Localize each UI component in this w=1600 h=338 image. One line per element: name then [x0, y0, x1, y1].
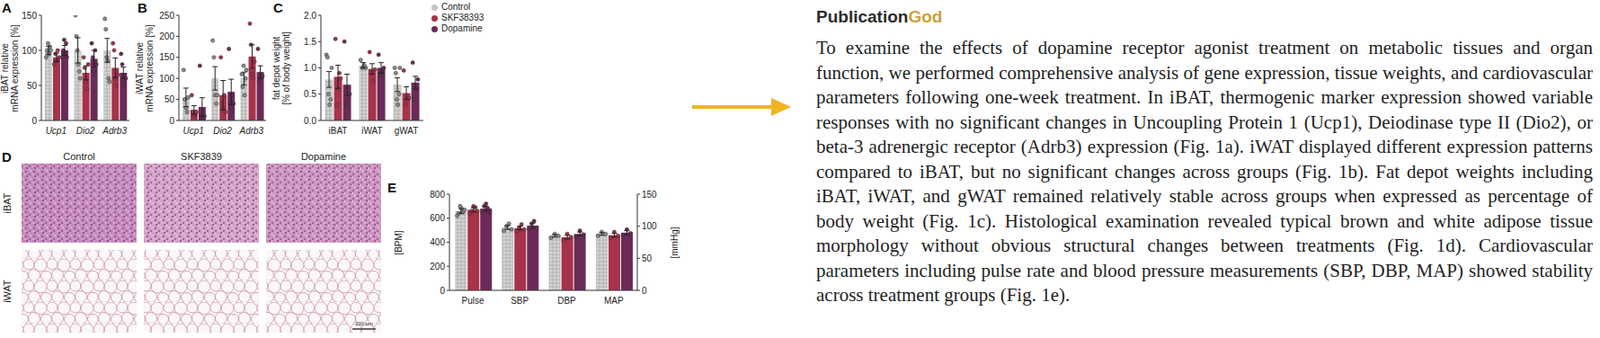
html-text:mRNA expression [%]: mRNA expression [%] [144, 24, 155, 112]
svg-text:1.0: 1.0 [303, 62, 317, 73]
svg-text:50: 50 [164, 94, 176, 105]
svg-text:0: 0 [439, 285, 445, 296]
svg-text:Pulse: Pulse [461, 295, 484, 306]
svg-text:100 µm: 100 µm [355, 320, 374, 327]
svg-text:150: 150 [21, 10, 37, 21]
svg-text:gWAT: gWAT [394, 125, 419, 136]
html-text:mRNA expression [%]: mRNA expression [%] [9, 24, 20, 112]
svg-text:250: 250 [159, 10, 175, 21]
svg-text:Dio2: Dio2 [213, 125, 232, 136]
html-text:[mmHg]: [mmHg] [669, 226, 680, 258]
svg-text:400: 400 [429, 237, 445, 248]
svg-text:iWAT: iWAT [361, 125, 383, 136]
svg-text:0: 0 [31, 115, 37, 126]
html-text:fat depot weight: fat depot weight [271, 36, 282, 100]
html-text:B: B [137, 0, 148, 16]
svg-text:200: 200 [429, 261, 445, 272]
svg-text:D: D [1, 149, 12, 165]
svg-text:Adrb3: Adrb3 [101, 125, 127, 136]
html-text:A: A [1, 0, 12, 16]
svg-text:2.0: 2.0 [303, 10, 317, 21]
html-text:Publication God: Publication God [816, 7, 943, 27]
svg-text:100: 100 [159, 73, 175, 84]
svg-text:0: 0 [168, 115, 175, 126]
svg-text:100: 100 [21, 45, 37, 56]
svg-text:150: 150 [159, 52, 175, 63]
svg-text:100: 100 [641, 221, 658, 232]
html-text:To examine the effects of dopa: To examine the effects of dopamine recep… [816, 36, 1593, 306]
svg-text:0: 0 [641, 285, 648, 296]
svg-text:50: 50 [26, 80, 38, 91]
html-text:C: C [273, 0, 283, 16]
svg-text:0.0: 0.0 [303, 115, 317, 126]
svg-text:Ucp1: Ucp1 [182, 125, 204, 136]
html-text:iWAT relative: iWAT relative [134, 41, 145, 95]
svg-text:150: 150 [641, 189, 658, 200]
svg-text:200: 200 [159, 31, 175, 42]
svg-text:iBAT: iBAT [1, 192, 13, 214]
svg-text:DBP: DBP [557, 295, 577, 306]
svg-text:600: 600 [429, 213, 445, 223]
svg-text:Control: Control [62, 151, 95, 162]
svg-text:50: 50 [641, 253, 653, 264]
svg-text:1.5: 1.5 [303, 36, 317, 47]
svg-text:SKF3839: SKF3839 [180, 151, 223, 162]
html-text:[% of body weight]: [% of body weight] [281, 31, 292, 105]
svg-text:Dopamine: Dopamine [301, 151, 347, 162]
svg-text:0.5: 0.5 [303, 88, 317, 99]
html-text:[BPM]: [BPM] [393, 230, 404, 255]
svg-text:SBP: SBP [510, 295, 529, 306]
svg-text:iBAT: iBAT [328, 125, 348, 136]
svg-text:MAP: MAP [604, 295, 624, 306]
html-text:E: E [387, 179, 397, 196]
svg-text:iWAT: iWAT [1, 279, 13, 303]
html-text:SKF38393: SKF38393 [441, 12, 484, 23]
html-text:Dopamine: Dopamine [441, 23, 483, 34]
html-text:iBAT relative: iBAT relative [0, 42, 10, 93]
svg-text:Dio2: Dio2 [76, 125, 96, 136]
html-text:Control: Control [441, 1, 471, 12]
svg-text:Ucp1: Ucp1 [45, 125, 67, 136]
svg-text:Adrb3: Adrb3 [238, 125, 264, 136]
svg-text:800: 800 [429, 189, 445, 200]
